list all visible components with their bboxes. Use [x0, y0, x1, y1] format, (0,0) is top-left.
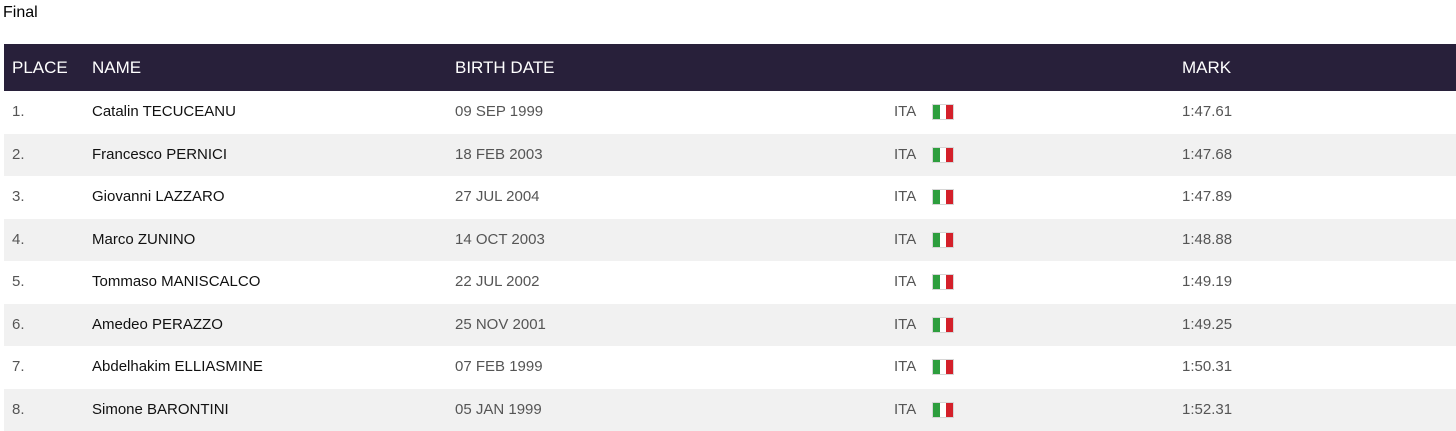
country-code-cell: ITA [894, 401, 916, 419]
column-header-mark[interactable]: MARK [1182, 58, 1231, 78]
column-header-place[interactable]: PLACE [12, 58, 68, 78]
italy-flag-icon [933, 403, 953, 417]
italy-flag-icon [933, 233, 953, 247]
table-row: 8. Simone BARONTINI 05 JAN 1999 ITA 1:52.31 [4, 389, 1456, 431]
table-row: 5. Tommaso MANISCALCO 22 JUL 2002 ITA 1:49.1… [4, 261, 1456, 304]
place-cell: 1. [12, 103, 25, 121]
place-cell: 7. [12, 358, 25, 376]
mark-cell: 1:50.31 [1182, 358, 1232, 376]
place-cell: 3. [12, 188, 25, 206]
mark-cell: 1:47.89 [1182, 188, 1232, 206]
section-heading: Final [3, 3, 38, 23]
mark-cell: 1:47.68 [1182, 146, 1232, 164]
table-body: 1. Catalin TECUCEANU 09 SEP 1999 ITA 1:47.61… [4, 91, 1456, 431]
place-cell: 6. [12, 316, 25, 334]
country-code-cell: ITA [894, 231, 916, 249]
country-code-cell: ITA [894, 103, 916, 121]
italy-flag-icon [933, 148, 953, 162]
athlete-name-link[interactable]: Giovanni LAZZARO [92, 188, 225, 206]
country-code-cell: ITA [894, 146, 916, 164]
athlete-name-link[interactable]: Tommaso MANISCALCO [92, 273, 260, 291]
table-header: PLACE NAME BIRTH DATE MARK [4, 44, 1456, 91]
mark-cell: 1:49.19 [1182, 273, 1232, 291]
table-row: 1. Catalin TECUCEANU 09 SEP 1999 ITA 1:47.61 [4, 91, 1456, 134]
birth-date-cell: 07 FEB 1999 [455, 358, 543, 376]
athlete-name-link[interactable]: Catalin TECUCEANU [92, 103, 236, 121]
athlete-name-link[interactable]: Amedeo PERAZZO [92, 316, 223, 334]
mark-cell: 1:52.31 [1182, 401, 1232, 419]
italy-flag-icon [933, 105, 953, 119]
table-row: 2. Francesco PERNICI 18 FEB 2003 ITA 1:47.68 [4, 134, 1456, 177]
mark-cell: 1:47.61 [1182, 103, 1232, 121]
country-code-cell: ITA [894, 358, 916, 376]
place-cell: 2. [12, 146, 25, 164]
country-code-cell: ITA [894, 188, 916, 206]
birth-date-cell: 09 SEP 1999 [455, 103, 543, 121]
athlete-name-link[interactable]: Abdelhakim ELLIASMINE [92, 358, 263, 376]
place-cell: 4. [12, 231, 25, 249]
birth-date-cell: 05 JAN 1999 [455, 401, 542, 419]
athlete-name-link[interactable]: Simone BARONTINI [92, 401, 229, 419]
country-code-cell: ITA [894, 316, 916, 334]
italy-flag-icon [933, 360, 953, 374]
birth-date-cell: 18 FEB 2003 [455, 146, 543, 164]
mark-cell: 1:48.88 [1182, 231, 1232, 249]
column-header-birth-date[interactable]: BIRTH DATE [455, 58, 555, 78]
italy-flag-icon [933, 190, 953, 204]
place-cell: 8. [12, 401, 25, 419]
table-row: 7. Abdelhakim ELLIASMINE 07 FEB 1999 ITA 1:5… [4, 346, 1456, 389]
italy-flag-icon [933, 275, 953, 289]
column-header-name[interactable]: NAME [92, 58, 141, 78]
country-code-cell: ITA [894, 273, 916, 291]
mark-cell: 1:49.25 [1182, 316, 1232, 334]
table-row: 3. Giovanni LAZZARO 27 JUL 2004 ITA 1:47.89 [4, 176, 1456, 219]
athlete-name-link[interactable]: Marco ZUNINO [92, 231, 195, 249]
athlete-name-link[interactable]: Francesco PERNICI [92, 146, 227, 164]
birth-date-cell: 25 NOV 2001 [455, 316, 546, 334]
birth-date-cell: 14 OCT 2003 [455, 231, 545, 249]
birth-date-cell: 22 JUL 2002 [455, 273, 540, 291]
table-row: 6. Amedeo PERAZZO 25 NOV 2001 ITA 1:49.25 [4, 304, 1456, 347]
results-table: PLACE NAME BIRTH DATE MARK 1. Catalin TEC… [4, 44, 1456, 431]
birth-date-cell: 27 JUL 2004 [455, 188, 540, 206]
italy-flag-icon [933, 318, 953, 332]
table-row: 4. Marco ZUNINO 14 OCT 2003 ITA 1:48.88 [4, 219, 1456, 262]
place-cell: 5. [12, 273, 25, 291]
